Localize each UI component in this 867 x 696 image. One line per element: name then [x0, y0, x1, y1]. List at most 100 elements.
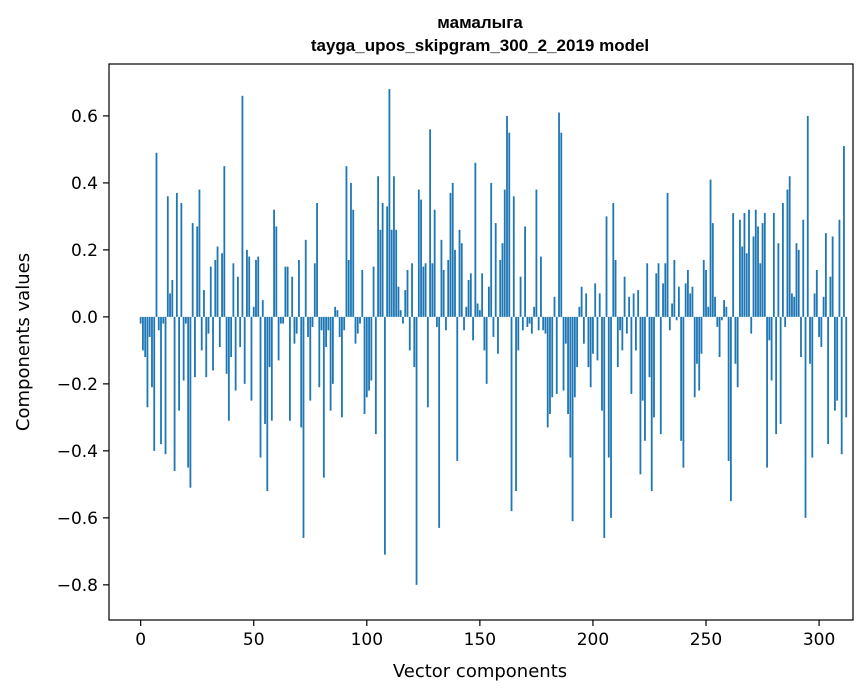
bar [781, 203, 784, 317]
y-tick-label: 0.4 [71, 174, 98, 194]
bar [786, 189, 789, 317]
bar [338, 316, 341, 337]
bar [585, 293, 588, 317]
bar [236, 276, 239, 317]
bar [255, 259, 257, 317]
bar [723, 300, 726, 317]
bar [316, 203, 318, 317]
bar [483, 316, 486, 351]
bar [834, 316, 836, 411]
y-tick-label: 0.6 [71, 107, 98, 127]
bar [356, 316, 359, 334]
bar [562, 316, 565, 391]
bar [619, 316, 621, 331]
bar [684, 283, 687, 317]
bar [196, 226, 199, 317]
bar [336, 310, 339, 317]
bar [739, 219, 741, 317]
bars-group [139, 89, 848, 585]
bar [598, 293, 601, 317]
bar [506, 115, 508, 317]
bar [160, 316, 162, 445]
bar [178, 316, 181, 411]
bar [248, 256, 251, 317]
bar [268, 316, 271, 368]
bar [535, 189, 538, 317]
bar [804, 316, 807, 518]
bar [191, 223, 194, 317]
bar [184, 316, 187, 324]
x-tick-label: 300 [803, 630, 835, 650]
bar [784, 316, 787, 327]
bar [625, 316, 628, 334]
bar [702, 259, 705, 317]
bar [225, 316, 228, 374]
bar [381, 203, 384, 317]
bar [449, 192, 452, 317]
bar [399, 310, 402, 317]
bar [463, 316, 465, 331]
bar [693, 316, 696, 398]
bar [406, 269, 409, 317]
bar [347, 259, 350, 317]
bar [329, 316, 332, 411]
bar [558, 112, 560, 317]
bar [474, 162, 477, 317]
bar [277, 316, 280, 361]
bar [540, 256, 542, 317]
bar [218, 316, 221, 348]
bar [420, 199, 422, 317]
bar [662, 283, 664, 317]
bar [478, 310, 481, 317]
x-tick-label: 150 [464, 630, 496, 650]
bar [729, 316, 732, 502]
y-tick-label: −0.6 [57, 509, 98, 529]
bar [307, 316, 309, 337]
x-axis-label: Vector components [393, 661, 567, 682]
bar [408, 316, 411, 351]
bar [273, 209, 275, 317]
bar [291, 276, 294, 317]
bar [144, 316, 147, 358]
bar [524, 226, 527, 317]
bar [458, 229, 461, 317]
bar [472, 316, 474, 341]
bar [698, 316, 701, 391]
bar [725, 306, 728, 317]
bar [460, 243, 463, 317]
bar [241, 95, 244, 317]
bar [488, 286, 490, 317]
bar [481, 273, 484, 317]
bar [390, 229, 393, 317]
bar [503, 189, 506, 317]
bar [838, 219, 841, 317]
bar [571, 316, 574, 522]
bar [417, 189, 420, 317]
chart-title: мамалыга [437, 13, 523, 32]
bar [494, 223, 497, 317]
bar [433, 209, 436, 317]
bar [279, 316, 282, 324]
bar [166, 196, 169, 317]
bar [549, 316, 551, 415]
bar [628, 296, 631, 317]
bar [743, 213, 746, 317]
bar [754, 209, 757, 317]
bar [311, 316, 314, 327]
bar [623, 276, 626, 317]
bar [365, 316, 368, 398]
bar [298, 259, 300, 317]
bar [393, 176, 395, 317]
bar [508, 132, 511, 317]
bar [180, 203, 183, 317]
bar [164, 316, 167, 455]
bar [580, 286, 583, 317]
y-tick-label: 0.0 [71, 308, 98, 328]
bar [820, 316, 823, 348]
bar [644, 316, 646, 441]
bar [198, 189, 201, 317]
bar [594, 283, 597, 317]
bar [646, 263, 649, 317]
bar [582, 316, 585, 344]
